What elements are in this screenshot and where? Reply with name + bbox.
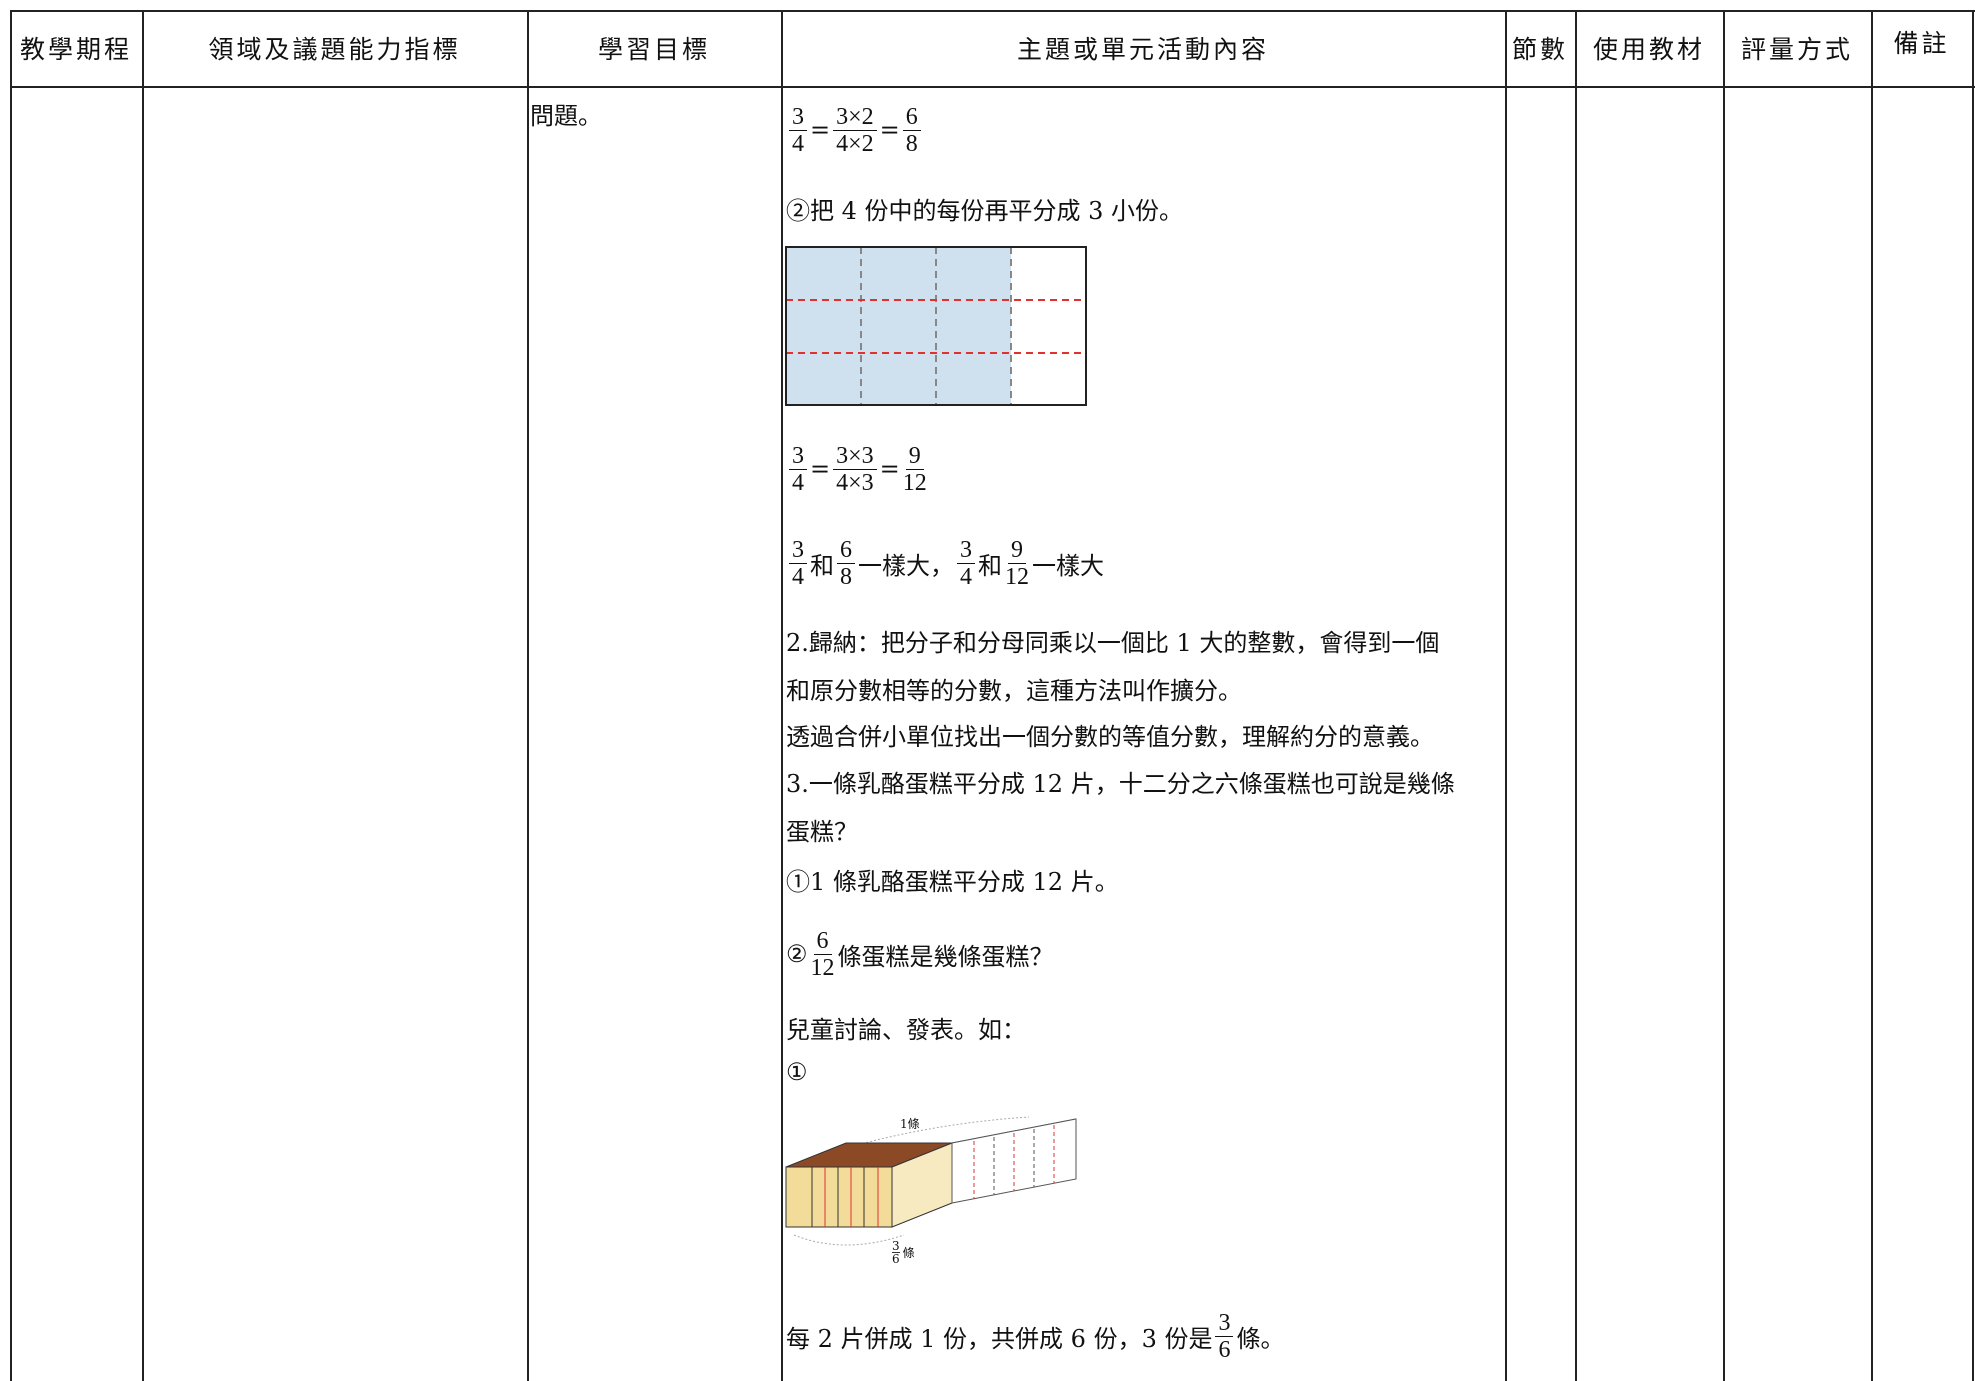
activity-line: ①1 條乳酪蛋糕平分成 12 片。: [786, 867, 1119, 896]
numerator: 6: [902, 104, 921, 131]
fraction: 6 12: [811, 928, 835, 981]
numerator: 6: [813, 928, 832, 955]
denominator: 4: [792, 469, 804, 496]
denominator: 4: [792, 130, 804, 157]
text: 一樣大，: [858, 551, 954, 580]
cake-figure: [785, 1116, 1077, 1246]
activity-line: 兒童討論、發表。如：: [786, 1015, 1026, 1044]
denominator: 4×3: [836, 469, 874, 496]
denominator: 8: [840, 563, 852, 590]
table-border: [1575, 10, 1577, 1381]
text: =: [879, 455, 900, 483]
text: 條蛋糕是幾條蛋糕？: [837, 942, 1054, 971]
denominator: 4: [960, 563, 972, 590]
fraction: 9 12: [1005, 537, 1029, 590]
table-border: [142, 10, 144, 1381]
table-border: [10, 86, 1975, 88]
numerator: 3: [789, 537, 807, 564]
header-cell: 主題或單元活動內容: [1016, 35, 1269, 64]
activity-line: 3 4 = 3×3 4×3 = 9 12: [786, 443, 930, 496]
text: 和: [810, 551, 834, 580]
activity-line: ② 6 12 條蛋糕是幾條蛋糕？: [786, 928, 1054, 981]
text: 每 2 片併成 1 份，共併成 6 份，3 份是: [786, 1324, 1213, 1353]
fraction: 9 12: [903, 443, 927, 496]
grid-figure: [785, 246, 1087, 406]
numerator: 3: [789, 443, 807, 470]
text: ②: [786, 940, 808, 968]
denominator: 6: [1218, 1336, 1231, 1363]
text: =: [879, 116, 900, 144]
text: 一樣大: [1032, 551, 1104, 580]
table-border: [1505, 10, 1507, 1381]
table-border: [781, 10, 783, 1381]
text: 和: [978, 551, 1002, 580]
text: 條。: [1236, 1324, 1285, 1353]
denominator: 12: [810, 954, 835, 981]
header-cell: 領域及議題能力指標: [208, 35, 461, 64]
numerator: 3×2: [833, 104, 877, 131]
header-cell: 使用教材: [1592, 35, 1705, 64]
table-border: [1972, 10, 1974, 1381]
numerator: 6: [837, 537, 855, 564]
numerator: 9: [1008, 537, 1026, 564]
activity-line: 3.一條乳酪蛋糕平分成 12 片，十二分之六條蛋糕也可說是幾條: [786, 769, 1455, 798]
denominator: 6: [892, 1252, 900, 1266]
numerator: 3: [957, 537, 975, 564]
numerator: 3: [892, 1239, 900, 1253]
denominator: 12: [902, 469, 927, 496]
table-border: [10, 10, 12, 1381]
activity-line: ①: [786, 1058, 808, 1086]
activity-line: 3 4 和 6 8 一樣大， 3 4 和 9 12 一樣大: [786, 537, 1104, 590]
fraction: 3×2 4×2: [833, 104, 877, 157]
activity-line: ②把 4 份中的每份再平分成 3 小份。: [786, 196, 1184, 225]
suffix: 條: [902, 1246, 915, 1260]
text: =: [810, 455, 831, 483]
activity-line: 每 2 片併成 1 份，共併成 6 份，3 份是 3 6 條。: [786, 1310, 1285, 1363]
numerator: 3: [1215, 1310, 1234, 1337]
header-cell: 評量方式: [1740, 35, 1853, 64]
table-border: [527, 10, 529, 1381]
activity-line: 蛋糕？: [786, 817, 858, 846]
denominator: 4×2: [836, 130, 874, 157]
header-cell: 教學期程: [19, 35, 132, 64]
cake-top-label: 1條: [900, 1117, 920, 1131]
text: =: [810, 116, 831, 144]
numerator: 3: [789, 104, 807, 131]
header-cell: 節數: [1511, 35, 1568, 64]
denominator: 8: [905, 130, 918, 157]
denominator: 4: [792, 563, 804, 590]
activity-line: 2.歸納：把分子和分母同乘以一個比 1 大的整數，會得到一個: [786, 628, 1440, 657]
denominator: 12: [1005, 563, 1029, 590]
header-cell: 學習目標: [597, 35, 710, 64]
table-border: [1871, 10, 1873, 1381]
activity-line: 透過合併小單位找出一個分數的等值分數，理解約分的意義。: [786, 722, 1434, 751]
activity-line: 3 4 = 3×2 4×2 = 6 8: [786, 104, 924, 157]
activity-line: 和原分數相等的分數，這種方法叫作擴分。: [786, 676, 1242, 705]
numerator: 3×3: [833, 443, 877, 470]
cake-bottom-label: 3 6 條: [892, 1240, 915, 1265]
goal-text: 問題。: [530, 102, 602, 130]
numerator: 9: [905, 443, 924, 470]
header-cell: 備註: [1893, 29, 1950, 58]
table-border: [10, 10, 1975, 12]
fraction: 3×3 4×3: [833, 443, 877, 496]
fraction: 3 6: [892, 1240, 900, 1265]
table-border: [1723, 10, 1725, 1381]
